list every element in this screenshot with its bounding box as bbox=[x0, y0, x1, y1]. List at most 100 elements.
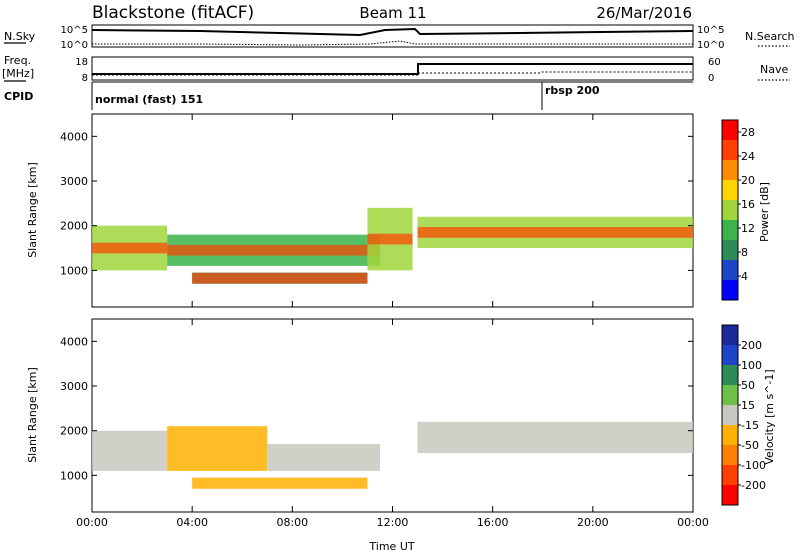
velocity-colorbar-swatch-4 bbox=[722, 405, 738, 425]
power-ytick-label-3: 4000 bbox=[60, 130, 88, 143]
power-band-core-1 bbox=[167, 244, 380, 256]
velocity-ytick-label-0: 1000 bbox=[60, 469, 88, 482]
velocity-colorbar-label-6: -100 bbox=[741, 459, 766, 472]
velocity-ytick-label-3: 4000 bbox=[60, 335, 88, 348]
velocity-band-4 bbox=[192, 477, 368, 489]
power-colorbar-swatch-4 bbox=[722, 200, 738, 220]
station-title: Blackstone (fitACF) bbox=[92, 3, 254, 23]
power-colorbar-swatch-7 bbox=[722, 140, 738, 160]
power-colorbar-label-0: 4 bbox=[741, 270, 748, 283]
velocity-colorbar-swatch-0 bbox=[722, 485, 738, 505]
velocity-ytick-label-2: 3000 bbox=[60, 380, 88, 393]
velocity-ytick-label-1: 2000 bbox=[60, 425, 88, 438]
velocity-xtick-label-5: 20:00 bbox=[577, 516, 609, 529]
power-colorbar-label-6: 28 bbox=[741, 126, 755, 139]
velocity-colorbar-label-2: 50 bbox=[741, 379, 755, 392]
power-bands bbox=[92, 207, 693, 284]
nsky-tick-bottom: 10^0 bbox=[61, 40, 88, 51]
velocity-colorbar-label-0: 200 bbox=[741, 339, 762, 352]
velocity-xtick-label-4: 16:00 bbox=[477, 516, 509, 529]
nave-tick-top: 60 bbox=[708, 57, 721, 68]
nave-trace bbox=[92, 71, 693, 76]
velocity-bands bbox=[92, 421, 693, 489]
velocity-band-2 bbox=[267, 444, 380, 471]
power-colorbar-swatch-6 bbox=[722, 160, 738, 180]
nsky-tick-top: 10^5 bbox=[61, 25, 88, 36]
velocity-colorbar-label-7: -200 bbox=[741, 479, 766, 492]
freq-unit: [MHz] bbox=[2, 67, 34, 80]
freq-trace bbox=[92, 63, 693, 75]
velocity-colorbar-label-4: -15 bbox=[741, 419, 759, 432]
velocity-colorbar-label-5: -50 bbox=[741, 439, 759, 452]
velocity-colorbar-swatch-8 bbox=[722, 325, 738, 345]
velocity-colorbar-swatch-3 bbox=[722, 425, 738, 445]
velocity-band-0 bbox=[92, 430, 168, 471]
power-colorbar-label-4: 20 bbox=[741, 174, 755, 187]
power-colorbar-label-5: 24 bbox=[741, 150, 755, 163]
power-colorbar-label-3: 16 bbox=[741, 198, 755, 211]
power-colorbar-swatch-8 bbox=[722, 120, 738, 140]
nave-label: Nave bbox=[760, 63, 788, 76]
power-xticks bbox=[91, 114, 694, 307]
velocity-xtick-label-3: 12:00 bbox=[377, 516, 409, 529]
power-ytick-label-1: 2000 bbox=[60, 220, 88, 233]
velocity-colorbar-swatch-6 bbox=[722, 365, 738, 385]
velocity-colorbar-swatch-7 bbox=[722, 345, 738, 365]
velocity-xticks: 00:00 04:00 08:00 12:00 16:00 20:00 00:00 bbox=[76, 319, 709, 529]
velocity-colorbar-swatch-5 bbox=[722, 385, 738, 405]
velocity-colorbar-label: Velocity [m s^-1] bbox=[763, 369, 776, 464]
nsearch-label: N.Search bbox=[745, 30, 795, 43]
velocity-yticks: 1000 2000 3000 4000 bbox=[60, 335, 693, 482]
power-band-core-2 bbox=[367, 233, 413, 245]
velocity-panel: 1000 2000 3000 4000 00:00 04:00 08:00 12:00 16:… bbox=[26, 318, 709, 553]
velocity-colorbar-label-3: 15 bbox=[741, 399, 755, 412]
nsky-panel bbox=[91, 24, 694, 48]
velocity-plot-area bbox=[91, 318, 694, 513]
freq-label: Freq. bbox=[4, 54, 31, 67]
nsky-label: N.Sky bbox=[4, 30, 36, 43]
velocity-xtick-label-0: 00:00 bbox=[76, 516, 108, 529]
power-band-core-4 bbox=[192, 272, 368, 284]
velocity-band-3 bbox=[417, 421, 693, 454]
power-ylabel: Slant Range [km] bbox=[26, 162, 39, 258]
power-colorbar: 4 8 12 16 20 24 28 bbox=[721, 119, 755, 301]
velocity-colorbar: 200 100 50 15 -15 -50 -100 -200 bbox=[721, 324, 766, 506]
velocity-colorbar-frame bbox=[721, 324, 739, 506]
freq-panel bbox=[91, 56, 694, 81]
freq-tick-bottom: 8 bbox=[82, 73, 88, 84]
power-colorbar-frame bbox=[721, 119, 739, 301]
power-band-core-3 bbox=[417, 227, 693, 238]
power-colorbar-swatch-3 bbox=[722, 220, 738, 240]
velocity-colorbar-swatch-1 bbox=[722, 465, 738, 485]
freq-tick-top: 18 bbox=[75, 57, 88, 68]
power-colorbar-swatch-5 bbox=[722, 180, 738, 200]
velocity-band-1 bbox=[167, 426, 268, 471]
power-colorbar-swatch-1 bbox=[722, 260, 738, 280]
power-ytick-label-0: 1000 bbox=[60, 264, 88, 277]
nsearch-tick-top: 10^5 bbox=[697, 25, 724, 36]
power-colorbar-label-1: 8 bbox=[741, 246, 748, 259]
power-colorbar-swatch-0 bbox=[722, 280, 738, 300]
cpid-seg-0: normal (fast) 151 bbox=[95, 93, 203, 106]
velocity-colorbar-swatch-2 bbox=[722, 445, 738, 465]
power-yticks: 1000 2000 3000 4000 bbox=[60, 130, 693, 277]
nsearch-trace bbox=[92, 40, 693, 46]
cpid-seg-1: rbsp 200 bbox=[545, 84, 600, 97]
beam-title: Beam 11 bbox=[359, 4, 426, 22]
power-colorbar-label: Power [dB] bbox=[758, 182, 771, 242]
velocity-colorbar-label-1: 100 bbox=[741, 359, 762, 372]
power-band-core-0 bbox=[92, 242, 168, 254]
nsky-trace bbox=[91, 27, 694, 37]
velocity-ylabel: Slant Range [km] bbox=[26, 367, 39, 463]
power-colorbar-swatch-2 bbox=[722, 240, 738, 260]
velocity-xtick-label-1: 04:00 bbox=[176, 516, 208, 529]
nsearch-tick-bottom: 10^0 bbox=[697, 40, 724, 51]
power-colorbar-label-2: 12 bbox=[741, 222, 755, 235]
velocity-xlabel: Time UT bbox=[368, 540, 414, 553]
cpid-label: CPID bbox=[4, 90, 33, 103]
power-ytick-label-2: 3000 bbox=[60, 175, 88, 188]
velocity-xtick-label-2: 08:00 bbox=[276, 516, 308, 529]
velocity-xtick-label-6: 00:00 bbox=[677, 516, 709, 529]
power-panel: 1000 2000 3000 4000 Slant Range [km] bbox=[26, 113, 694, 308]
